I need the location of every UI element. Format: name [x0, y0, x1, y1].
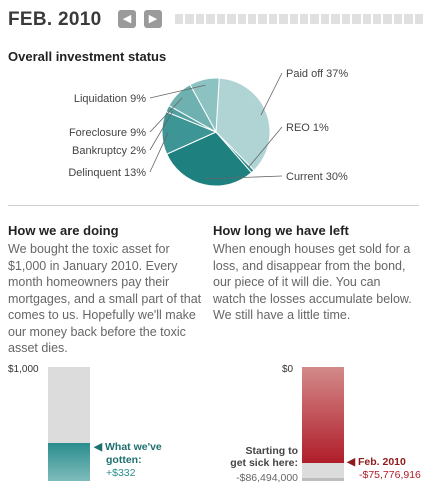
pie-leader-line	[149, 132, 169, 173]
timeline-segment[interactable]	[247, 14, 257, 24]
pie-label: Foreclosure 9%	[69, 127, 146, 139]
left-body: When enough houses get sold for a loss, …	[213, 242, 412, 322]
current-month-label: Feb. 2010	[358, 456, 406, 468]
timeline-segment[interactable]	[279, 14, 288, 24]
timeline-segment[interactable]	[373, 14, 382, 24]
timeline-segment[interactable]	[216, 14, 226, 24]
pie-label: Bankruptcy 2%	[72, 145, 146, 157]
timeline-segment[interactable]	[362, 14, 372, 24]
gains-max-label: $1,000	[8, 364, 39, 375]
pie-label: Paid off 37%	[286, 68, 348, 80]
left-arrow-icon: ◀	[122, 13, 132, 25]
pie-label: Current 30%	[286, 171, 348, 183]
timeline-segment[interactable]	[195, 14, 205, 24]
pie-label: Delinquent 13%	[68, 167, 146, 179]
gains-bar-fill	[48, 443, 90, 481]
timeline-segment[interactable]	[320, 14, 330, 24]
pie-label: REO 1%	[286, 122, 329, 134]
gains-value: +$332	[106, 467, 136, 479]
pie-leader-line	[260, 72, 283, 116]
timeline-segment[interactable]	[300, 14, 309, 24]
losses-bar-fill	[302, 367, 344, 463]
right-arrow-icon: ▶	[148, 13, 158, 25]
left-title: How long we have left	[213, 223, 349, 238]
section-divider	[8, 205, 419, 206]
doing-title: How we are doing	[8, 223, 119, 238]
start-sick-value: -$86,494,000	[236, 472, 298, 484]
timeline-segment[interactable]	[393, 14, 403, 24]
timeline-segment[interactable]	[352, 14, 361, 24]
start-sick-text-1: Starting to	[245, 445, 299, 457]
start-sick-text-2: get sick here:	[230, 457, 298, 469]
timeline-segment[interactable]	[268, 14, 278, 24]
timeline-segment[interactable]	[227, 14, 236, 24]
loss-arrow-icon: ◀	[347, 456, 356, 468]
timeline-segment[interactable]	[383, 14, 392, 24]
timeline-scrubber[interactable]	[175, 14, 424, 24]
gains-label-2: gotten:	[106, 454, 142, 466]
timeline-segment[interactable]	[331, 14, 340, 24]
pie-slice	[166, 131, 253, 187]
prev-month-button[interactable]: ◀	[118, 10, 136, 28]
pie-slice	[215, 77, 271, 172]
timeline-segment[interactable]	[185, 14, 194, 24]
pie-leader-line	[205, 175, 283, 180]
losses-bar-empty	[302, 463, 344, 481]
pie-leader-line	[248, 126, 283, 168]
pie-label: Liquidation 9%	[74, 93, 146, 105]
losses-bar	[302, 367, 344, 481]
next-month-button[interactable]: ▶	[144, 10, 162, 28]
timeline-segment[interactable]	[206, 14, 215, 24]
current-loss-value: -$75,776,916	[359, 469, 421, 481]
pie-leader-line	[149, 97, 183, 133]
timeline-segment[interactable]	[414, 14, 424, 24]
gains-label-1: What we've	[105, 441, 162, 453]
current-loss-marker: ◀ Feb. 2010 -$75,776,916	[347, 456, 427, 482]
timeline-segment[interactable]	[404, 14, 413, 24]
losses-zero-label: $0	[282, 364, 294, 375]
gains-arrow-icon: ◀	[94, 441, 103, 453]
timeline-segment[interactable]	[341, 14, 351, 24]
timeline-segment[interactable]	[310, 14, 319, 24]
start-sick-label: Starting to get sick here:	[200, 445, 298, 469]
timeline-segment[interactable]	[175, 14, 184, 24]
losses-start-line	[302, 478, 344, 481]
timeline-segment[interactable]	[237, 14, 246, 24]
timeline-segment[interactable]	[258, 14, 267, 24]
doing-body: We bought the toxic asset for $1,000 in …	[8, 242, 202, 355]
investment-pie-chart: Paid off 37% REO 1% Current 30% Delinquent …	[68, 68, 348, 187]
pie-slice	[189, 77, 220, 134]
gains-bar-empty	[48, 367, 90, 443]
timeline-segment[interactable]	[289, 14, 299, 24]
pie-leader-line	[149, 110, 174, 151]
gains-bar	[48, 367, 90, 481]
pie-leader-line	[149, 84, 206, 99]
gains-marker: ◀ What we've gotten: +$332	[94, 441, 184, 480]
pie-title: Overall investment status	[8, 49, 167, 64]
date-title: FEB. 2010	[8, 9, 102, 30]
